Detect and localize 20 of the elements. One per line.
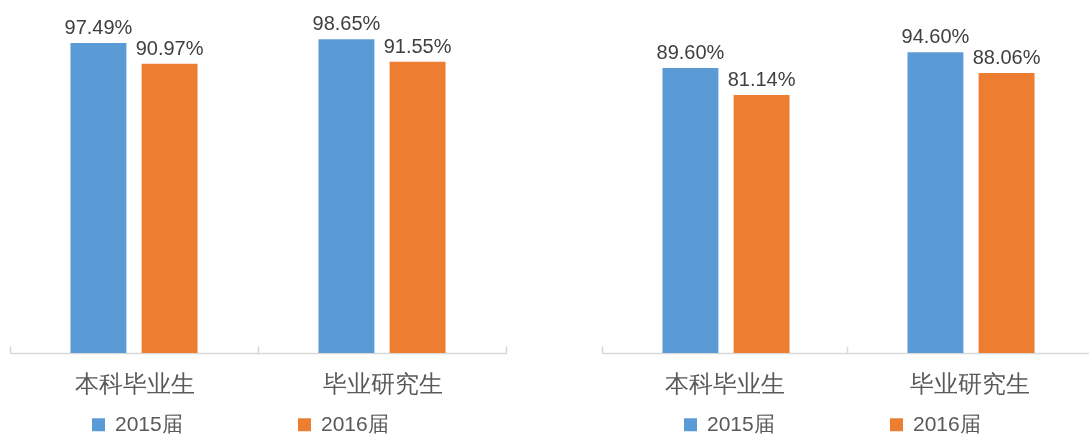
data-label: 90.97%	[135, 36, 204, 59]
x-tick-label: 本科毕业生	[74, 370, 195, 397]
data-label: 91.55%	[383, 34, 452, 57]
bar	[141, 63, 198, 353]
bar	[389, 61, 446, 353]
x-tick-label: 毕业研究生	[910, 370, 1030, 397]
data-label: 94.60%	[901, 25, 970, 48]
legend-label: 2016届	[321, 411, 389, 435]
legend-label: 2015届	[115, 411, 183, 435]
bar	[70, 42, 127, 353]
x-tick-label: 本科毕业生	[665, 370, 785, 397]
data-label: 88.06%	[972, 45, 1041, 68]
data-label: 89.60%	[656, 41, 725, 64]
data-label: 81.14%	[727, 67, 796, 90]
legend-label: 2016届	[913, 411, 981, 435]
legend-label: 2015届	[707, 411, 775, 435]
data-label: 98.65%	[312, 12, 381, 35]
data-label: 97.49%	[64, 15, 133, 38]
x-tick-label: 毕业研究生	[322, 370, 443, 397]
bar	[318, 39, 375, 353]
